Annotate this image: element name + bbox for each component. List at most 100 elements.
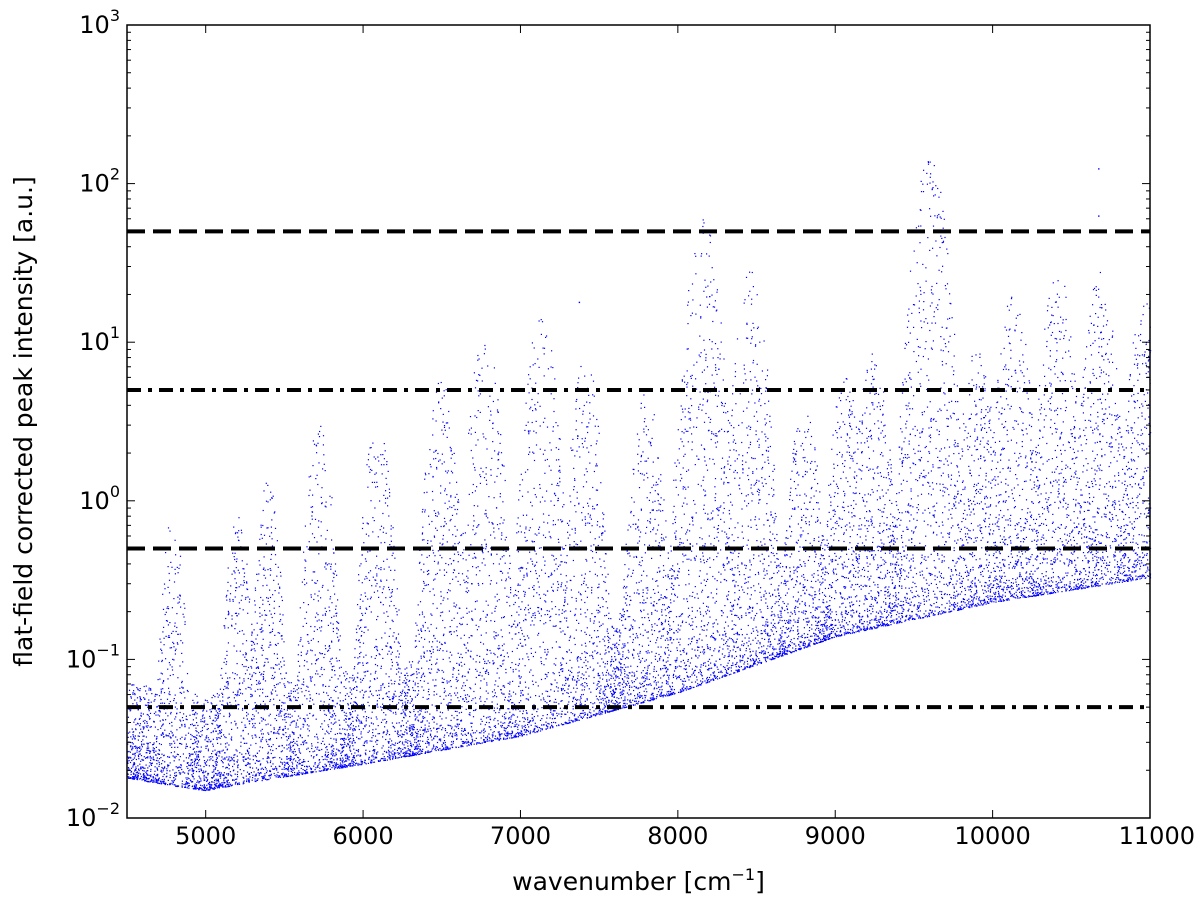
- data-point: [229, 600, 231, 602]
- data-point: [632, 572, 634, 574]
- data-point: [999, 535, 1001, 537]
- data-point: [421, 675, 423, 677]
- data-point: [500, 452, 503, 454]
- data-point: [611, 626, 613, 628]
- data-point: [313, 443, 316, 445]
- data-point: [669, 628, 671, 630]
- data-point: [200, 719, 202, 721]
- data-point: [228, 612, 230, 614]
- data-point: [759, 660, 761, 662]
- data-point: [1094, 567, 1096, 569]
- data-point: [778, 642, 780, 645]
- data-point: [703, 349, 706, 351]
- data-point: [1059, 548, 1061, 550]
- data-point: [1120, 550, 1122, 552]
- data-point: [637, 694, 639, 696]
- data-point: [279, 775, 281, 777]
- data-point: [844, 587, 846, 589]
- data-point: [1147, 527, 1149, 529]
- data-point: [1075, 585, 1077, 587]
- data-point: [223, 781, 225, 783]
- data-point: [774, 589, 776, 591]
- data-point: [941, 242, 943, 244]
- data-point: [833, 495, 835, 498]
- data-point: [376, 703, 378, 705]
- data-point: [763, 653, 765, 655]
- data-point: [835, 555, 837, 557]
- data-point: [636, 592, 638, 594]
- data-point: [296, 767, 298, 769]
- data-point: [527, 717, 529, 719]
- data-point: [249, 776, 251, 778]
- data-point: [668, 612, 670, 614]
- data-point: [471, 736, 473, 738]
- data-point: [950, 478, 952, 480]
- data-point: [721, 653, 723, 655]
- data-point: [1108, 406, 1110, 408]
- data-point: [700, 680, 702, 682]
- data-point: [613, 627, 615, 629]
- data-point: [235, 722, 237, 725]
- data-point: [295, 724, 297, 726]
- data-point: [946, 439, 949, 441]
- data-point: [922, 191, 925, 193]
- data-point: [400, 751, 402, 753]
- data-point: [1038, 502, 1040, 504]
- data-point: [432, 679, 434, 681]
- data-point: [329, 596, 332, 598]
- data-point: [877, 591, 879, 593]
- data-point: [474, 415, 476, 417]
- data-point: [958, 574, 960, 576]
- data-point: [364, 762, 366, 764]
- data-point: [623, 669, 625, 671]
- data-point: [253, 648, 255, 650]
- data-point: [658, 631, 660, 633]
- data-point: [591, 592, 593, 594]
- data-point: [985, 475, 987, 477]
- data-point: [1126, 469, 1129, 471]
- data-point: [434, 578, 436, 580]
- data-point: [672, 523, 674, 525]
- data-point: [847, 624, 849, 626]
- data-point: [532, 655, 534, 658]
- data-point: [606, 628, 609, 630]
- data-point: [998, 494, 1000, 496]
- data-point: [418, 690, 420, 692]
- data-point: [1002, 501, 1004, 503]
- data-point: [1097, 416, 1099, 418]
- data-point: [674, 462, 676, 464]
- data-point: [388, 566, 390, 568]
- data-point: [249, 673, 251, 675]
- data-point: [750, 329, 752, 331]
- data-point: [209, 785, 211, 787]
- data-point: [1124, 472, 1126, 474]
- data-point: [1056, 350, 1058, 352]
- data-point: [267, 661, 269, 663]
- data-point: [567, 679, 569, 681]
- data-point: [1118, 568, 1120, 570]
- data-point: [999, 553, 1001, 555]
- data-point: [555, 613, 557, 615]
- data-point: [981, 489, 983, 491]
- data-point: [630, 510, 632, 513]
- data-point: [340, 682, 342, 684]
- data-point: [1032, 593, 1034, 595]
- data-point: [618, 644, 620, 646]
- data-point: [1140, 434, 1142, 436]
- data-point: [1095, 484, 1097, 486]
- data-point: [866, 528, 868, 530]
- data-point: [611, 625, 613, 627]
- data-point: [944, 544, 946, 546]
- data-point: [1067, 441, 1070, 443]
- data-point: [910, 386, 912, 388]
- data-point: [240, 735, 242, 737]
- data-point: [683, 513, 685, 515]
- data-point: [660, 692, 662, 694]
- data-point: [512, 671, 514, 673]
- data-point: [608, 636, 610, 639]
- data-point: [866, 562, 868, 564]
- data-point: [1046, 442, 1048, 445]
- data-point: [870, 434, 872, 437]
- data-point: [901, 463, 903, 465]
- data-point: [432, 651, 434, 653]
